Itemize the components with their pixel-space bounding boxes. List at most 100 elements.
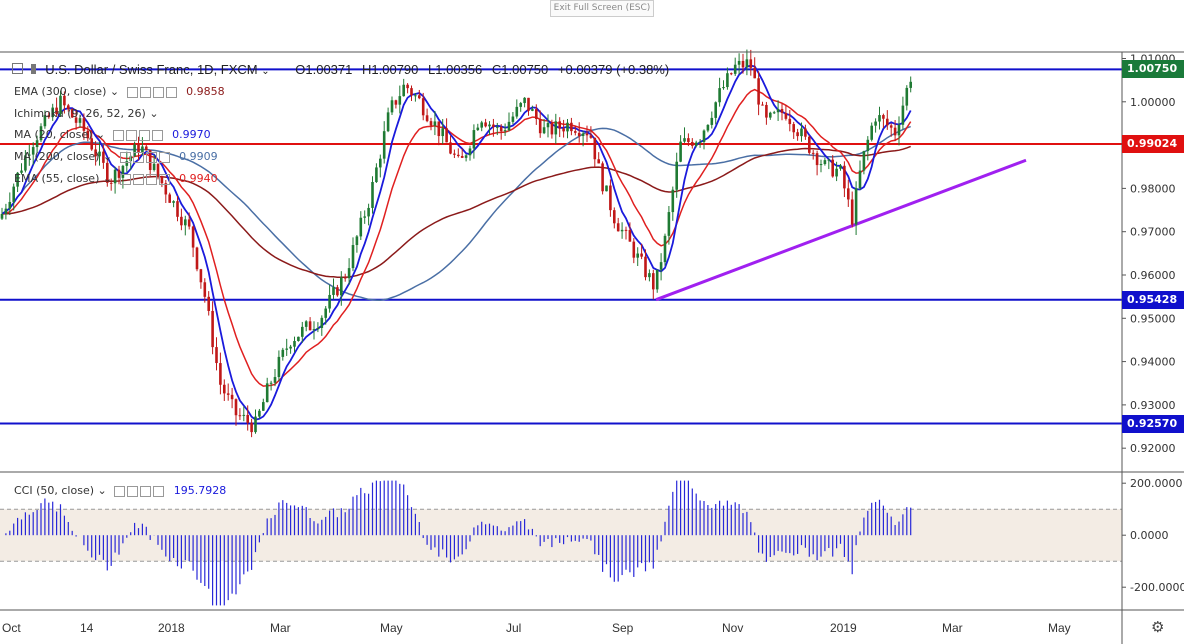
candle-body (538, 118, 542, 134)
candle-body (706, 124, 710, 131)
candle-body (67, 105, 70, 110)
chevron-down-icon[interactable]: ⌄ (95, 128, 106, 141)
candle-body (718, 88, 721, 103)
candle-body (121, 165, 125, 178)
candle-body (429, 121, 433, 126)
time-axis-label: 14 (80, 621, 94, 635)
candle-body (854, 188, 858, 225)
candle-body (160, 176, 164, 184)
candle-body (472, 130, 476, 149)
candle-body (542, 127, 546, 134)
candle-body (273, 377, 277, 383)
candle-body (129, 156, 132, 162)
candle-body (320, 317, 324, 328)
chevron-down-icon[interactable]: ⌄ (109, 85, 120, 98)
candle-body (624, 229, 628, 231)
candle-body (862, 151, 866, 171)
candle-body (164, 183, 168, 195)
candle-body (823, 160, 827, 165)
candle-body (835, 168, 838, 177)
indicator-label: MA (20, close) (14, 128, 93, 141)
candle-body (558, 121, 561, 129)
candle-body (858, 170, 862, 189)
candle-body (839, 165, 842, 169)
candle-body (784, 112, 788, 119)
candle-body (640, 253, 643, 257)
indicator-buttons[interactable] (126, 86, 179, 99)
candle-body (722, 87, 725, 89)
indicator-ema300[interactable]: EMA (300, close) ⌄ 0.9858 (14, 85, 225, 99)
candle-body (199, 269, 203, 283)
candle-body (776, 108, 780, 113)
candle-body (874, 121, 877, 126)
time-axis-label: Nov (722, 621, 743, 635)
candle-body (507, 121, 511, 131)
ema300-line (1, 145, 911, 278)
candle-body (527, 97, 530, 111)
candle-body (788, 118, 792, 125)
candle-body (733, 64, 737, 74)
candle-body (223, 384, 226, 394)
candle-body (671, 189, 675, 213)
cci-label: CCI (50, close) (14, 484, 95, 497)
price-tag-support: 0.95428 (1122, 290, 1184, 309)
candle-body (90, 138, 93, 150)
candle-body (901, 105, 905, 125)
candle-body (519, 103, 522, 107)
candle-body (655, 269, 659, 290)
indicator-ma20[interactable]: MA (20, close) ⌄ 0.9970 (14, 128, 211, 142)
time-axis-label: Sep (612, 621, 634, 635)
cci-legend[interactable]: CCI (50, close) ⌄ 195.7928 (14, 484, 226, 498)
candle-body (745, 59, 749, 68)
time-axis-label: 2019 (830, 621, 857, 635)
candle-body (156, 163, 160, 177)
candle-body (866, 139, 870, 152)
chevron-down-icon[interactable]: ⌄ (102, 150, 113, 163)
candle-body (616, 223, 620, 232)
candle-body (20, 170, 23, 173)
candle-body (137, 144, 140, 153)
indicator-value: 0.9858 (186, 85, 225, 98)
candle-body (125, 161, 129, 166)
exit-fullscreen-button[interactable]: Exit Full Screen (ESC) (550, 0, 654, 17)
chevron-down-icon[interactable]: ⌄ (261, 66, 270, 77)
settings-gear-icon[interactable]: ⚙ (1151, 619, 1165, 636)
candle-body (180, 216, 183, 226)
candle-body (265, 383, 269, 403)
collapse-icon[interactable] (12, 63, 23, 74)
candle-body (250, 422, 253, 433)
chart-type-icon[interactable] (30, 64, 36, 74)
candle-body (648, 273, 651, 278)
candle-body (597, 159, 600, 164)
candle-body (496, 126, 499, 128)
price-tick-label: 1.00000 (1130, 96, 1176, 109)
candle-body (234, 399, 238, 416)
indicator-buttons[interactable] (119, 151, 172, 164)
price-tick-label: 0.94000 (1130, 356, 1176, 369)
candle-body (289, 346, 292, 349)
chevron-down-icon[interactable]: ⌄ (102, 172, 113, 185)
chevron-down-icon[interactable]: ⌄ (149, 107, 159, 120)
candle-body (285, 348, 288, 350)
symbol-title[interactable]: U.S. Dollar / Swiss Franc, 1D, FXCM (45, 62, 258, 77)
candle-body (28, 154, 31, 156)
candle-body (460, 156, 464, 158)
candle-body (402, 84, 405, 97)
candle-body (847, 188, 850, 200)
candle-body (39, 126, 43, 141)
candle-body (187, 219, 191, 227)
candle-body (109, 182, 113, 184)
indicator-buttons[interactable] (112, 129, 165, 142)
candle-body (893, 127, 897, 136)
close-value: C1.00750 (491, 62, 549, 77)
indicator-ema55[interactable]: EMA (55, close) ⌄ 0.9940 (14, 172, 218, 186)
indicator-buttons[interactable] (114, 485, 166, 498)
indicator-ichimoku[interactable]: Ichimoku (9, 26, 52, 26) ⌄ (14, 107, 159, 120)
candle-body (410, 88, 413, 96)
chevron-down-icon[interactable]: ⌄ (97, 484, 107, 497)
indicator-ma200[interactable]: MA (200, close) ⌄ 0.9909 (14, 150, 218, 164)
indicator-buttons[interactable] (119, 173, 172, 186)
candle-body (772, 112, 776, 114)
candle-body (242, 414, 246, 416)
